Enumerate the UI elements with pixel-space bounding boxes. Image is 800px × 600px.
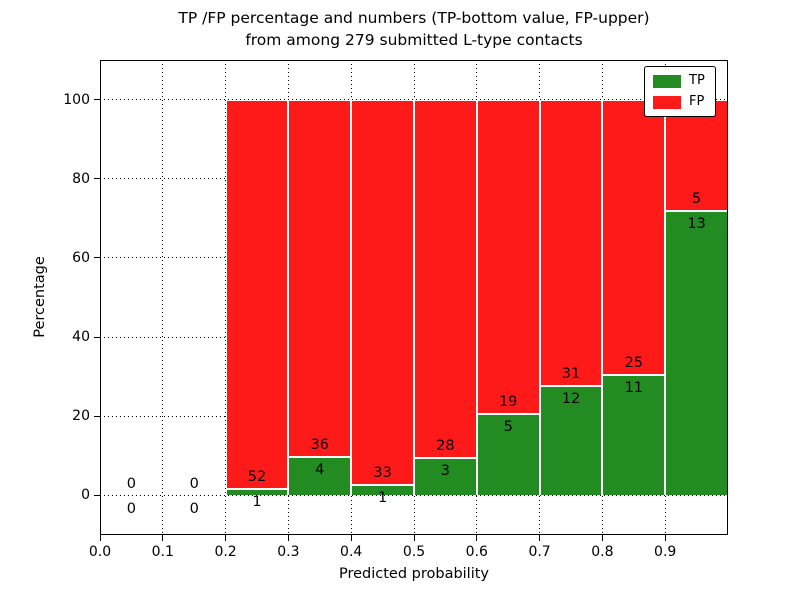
y-tick-label: 100 <box>63 91 90 108</box>
legend-row-fp: FP <box>653 95 707 109</box>
bar-boundary-dashed-line <box>601 99 604 496</box>
tp-count-label: 1 <box>377 489 388 506</box>
bar-boundary-dashed-line <box>350 99 353 496</box>
bar-boundary-dashed-line <box>538 99 541 496</box>
y-tick-label: 40 <box>72 329 90 346</box>
fp-count-label: 36 <box>310 436 330 453</box>
fp-count-label: 28 <box>436 438 455 455</box>
x-tick-label: 0.5 <box>402 544 426 560</box>
bar-fp-segment <box>476 99 540 413</box>
x-axis-label: Predicted probability <box>338 566 490 582</box>
fp-count-label: 52 <box>247 468 267 485</box>
y-axis-label: Percentage <box>32 256 48 338</box>
bar-fp-segment <box>665 99 728 210</box>
x-tick-label: 0.0 <box>88 544 112 560</box>
tp-count-label: 4 <box>315 461 325 478</box>
bar-fp-segment <box>602 99 666 375</box>
legend-label-tp: TP <box>689 73 705 88</box>
legend-label-fp: FP <box>689 94 705 109</box>
fp-count-label: 5 <box>691 190 702 207</box>
tp-count-label: 11 <box>624 380 644 397</box>
bar-fp-segment <box>288 99 352 456</box>
legend: TP FP <box>644 66 716 117</box>
x-tick-mark <box>225 535 227 541</box>
tp-count-label: 3 <box>440 463 450 480</box>
chart-title-line-2: from among 279 submitted L-type contacts <box>245 31 583 49</box>
zero-gridline-overlay <box>100 494 728 496</box>
x-gridline <box>162 60 164 535</box>
legend-row-tp: TP <box>653 74 707 88</box>
x-tick-label: 0.6 <box>465 544 488 560</box>
x-tick-label: 0.3 <box>277 544 300 560</box>
x-tick-label: 0.2 <box>214 544 237 560</box>
y-tick-mark <box>94 178 100 180</box>
x-tick-label: 0.1 <box>151 544 174 560</box>
x-tick-label: 0.8 <box>591 544 614 560</box>
bar-boundary-dashed-line <box>664 99 667 496</box>
bar-fp-segment <box>225 99 289 488</box>
y-tick-label: 80 <box>72 170 90 187</box>
x-tick-mark <box>99 535 101 541</box>
x-tick-mark <box>664 535 666 541</box>
x-tick-mark <box>413 535 415 541</box>
tp-count-label: 1 <box>252 493 262 510</box>
fp-count-label: 33 <box>373 464 392 481</box>
x-tick-mark <box>601 535 603 541</box>
tp-count-label: 13 <box>687 215 706 232</box>
y-tick-label: 0 <box>81 487 90 504</box>
fp-count-label: 25 <box>624 355 644 372</box>
y-tick-mark <box>94 257 100 259</box>
chart-title-line-1: TP /FP percentage and numbers (TP-bottom… <box>178 9 650 27</box>
fp-color-swatch <box>653 95 681 109</box>
y-tick-mark <box>94 415 100 417</box>
fp-count-label: 31 <box>561 365 581 382</box>
tp-count-label: 0 <box>189 501 199 518</box>
bar-boundary-dashed-line <box>413 99 415 496</box>
bar-boundary-dashed-line <box>475 99 478 496</box>
x-tick-label: 0.7 <box>528 544 551 560</box>
x-tick-label: 0.9 <box>654 544 677 560</box>
tp-color-swatch <box>653 74 681 88</box>
y-tick-label: 20 <box>72 408 90 425</box>
bar-fp-segment <box>351 99 414 484</box>
x-tick-mark <box>350 535 352 541</box>
bar-tp-segment <box>665 209 728 496</box>
x-tick-mark <box>476 535 478 541</box>
bar-fp-segment <box>539 99 603 385</box>
bar-fp-segment <box>414 99 477 458</box>
y-tick-label: 60 <box>72 249 90 266</box>
bar-tp-segment <box>602 374 666 496</box>
fp-count-label: 0 <box>189 476 199 493</box>
x-tick-mark <box>162 535 164 541</box>
tp-count-label: 5 <box>503 418 513 435</box>
tp-count-label: 12 <box>561 390 581 407</box>
tp-count-label: 0 <box>126 501 136 518</box>
fp-count-label: 19 <box>498 393 518 410</box>
x-tick-mark <box>287 535 289 541</box>
y-tick-mark <box>94 336 100 338</box>
y-tick-mark <box>94 99 100 101</box>
x-tick-label: 0.4 <box>340 544 363 560</box>
x-tick-mark <box>539 535 541 541</box>
y-tick-mark <box>94 494 100 496</box>
bar-boundary-dashed-line <box>287 99 290 496</box>
fp-count-label: 0 <box>126 476 136 493</box>
